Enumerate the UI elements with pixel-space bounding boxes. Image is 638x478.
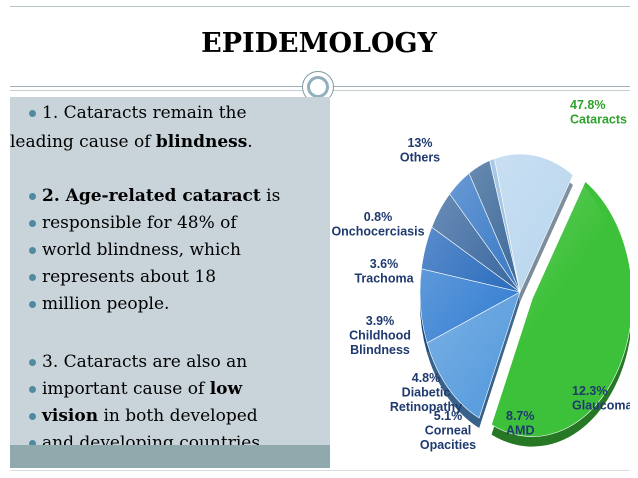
slide-title: EPIDEMOLOGY (201, 28, 437, 59)
slice-category-label: Cataracts (570, 113, 627, 127)
bullet-text: represents about 18 (42, 267, 217, 287)
bullet-9: vision in both developed (42, 406, 258, 426)
bullet-text: 1. Cataracts remain the (42, 103, 247, 123)
bullet-text-bold: blindness (155, 132, 248, 152)
data-label-others: 13% Others (400, 136, 440, 165)
pie-highlight (420, 154, 620, 430)
pie-labels: 47.8% Cataracts 12.3% Glaucoma 8.7% AMD 5.1% Co… (331, 98, 630, 452)
bullet-1-line-2: leading cause of blindness. (10, 132, 253, 152)
panel-footer-bar (10, 445, 330, 468)
bullet-icon (29, 386, 36, 393)
bullet-text: million people. (42, 294, 170, 314)
bullet-5: represents about 18 (42, 267, 216, 287)
bottom-border-line (10, 470, 630, 471)
slice-value-label: 13% (407, 136, 432, 150)
slice-value-label: 3.9% (366, 314, 395, 328)
slice-category-label: AMD (506, 424, 534, 438)
slice-value-label: 0.8% (364, 210, 393, 224)
slice-category-label: Diabetic (402, 386, 451, 400)
bullet-icon (29, 110, 36, 117)
data-label-childhood-blindness: 3.9% Childhood Blindness (349, 314, 411, 357)
bullet-icon (29, 359, 36, 366)
bullet-text: is (260, 186, 281, 206)
slice-category-label: Childhood (349, 329, 411, 343)
slice-value-label: 47.8% (570, 98, 605, 112)
bullet-text: important cause of (42, 379, 210, 399)
pie-chart: 47.8% Cataracts 12.3% Glaucoma 8.7% AMD 5.1% Co… (331, 98, 630, 452)
bullet-text: leading cause of (10, 132, 156, 152)
slice-value-label: 12.3% (572, 384, 607, 398)
bullet-3: responsible for 48% of (42, 213, 237, 233)
top-border-line (10, 6, 630, 7)
bullet-4: world blindness, which (42, 240, 241, 260)
slice-category-label: Opacities (420, 438, 476, 452)
bullet-text: world blindness, which (42, 240, 241, 260)
data-label-diabetic-retinopathy: 4.8% Diabetic Retinopathy (390, 371, 462, 414)
bullet-text: 3. Cataracts are also an (42, 352, 248, 372)
slice-value-label: 8.7% (506, 409, 535, 423)
pie-slices (419, 153, 630, 437)
bullet-1-line-1: 1. Cataracts remain the (42, 103, 247, 123)
circle-ornament-inner (307, 76, 329, 98)
bullet-text: responsible for 48% of (42, 213, 237, 233)
bullet-icon (29, 413, 36, 420)
data-label-onchocerciasis: 0.8% Onchocerciasis (331, 210, 424, 239)
bullet-icon (29, 301, 36, 308)
slice-category-label: Onchocerciasis (331, 225, 424, 239)
bullet-icon (29, 220, 36, 227)
data-label-cataracts: 47.8% Cataracts (570, 98, 627, 127)
bullet-text-bold: 2. Age-related cataract (42, 186, 261, 206)
data-label-corneal-opacities: 5.1% Corneal Opacities (420, 409, 476, 452)
slice-category-label: Blindness (350, 343, 410, 357)
slice-value-label: 4.8% (412, 371, 441, 385)
slice-category-label: Corneal (425, 424, 472, 438)
data-label-glaucoma: 12.3% Glaucoma (572, 384, 630, 413)
bullet-8: important cause of low (42, 379, 242, 399)
bullet-icon (29, 193, 36, 200)
slice-value-label: 3.6% (370, 257, 399, 271)
bullet-icon (29, 274, 36, 281)
bullet-2: 2. Age-related cataract is (42, 186, 280, 206)
bullet-7: 3. Cataracts are also an (42, 352, 247, 372)
bullet-icon (29, 247, 36, 254)
slice-category-label: Others (400, 151, 440, 165)
bullet-text: . (247, 132, 253, 152)
bullet-6: million people. (42, 294, 169, 314)
slice-category-label: Trachoma (354, 272, 414, 286)
slice-category-label: Retinopathy (390, 400, 462, 414)
data-label-amd: 8.7% AMD (506, 409, 535, 438)
slice-value-label: 5.1% (434, 409, 463, 423)
bullet-icon (29, 440, 36, 447)
slice-category-label: Glaucoma (572, 399, 630, 413)
text-panel: 1. Cataracts remain the leading cause of… (10, 97, 330, 453)
bullet-text: in both developed (98, 406, 258, 426)
bullet-text-bold: low (209, 379, 243, 399)
bullet-text-bold: vision (42, 406, 99, 426)
data-label-trachoma: 3.6% Trachoma (354, 257, 414, 286)
